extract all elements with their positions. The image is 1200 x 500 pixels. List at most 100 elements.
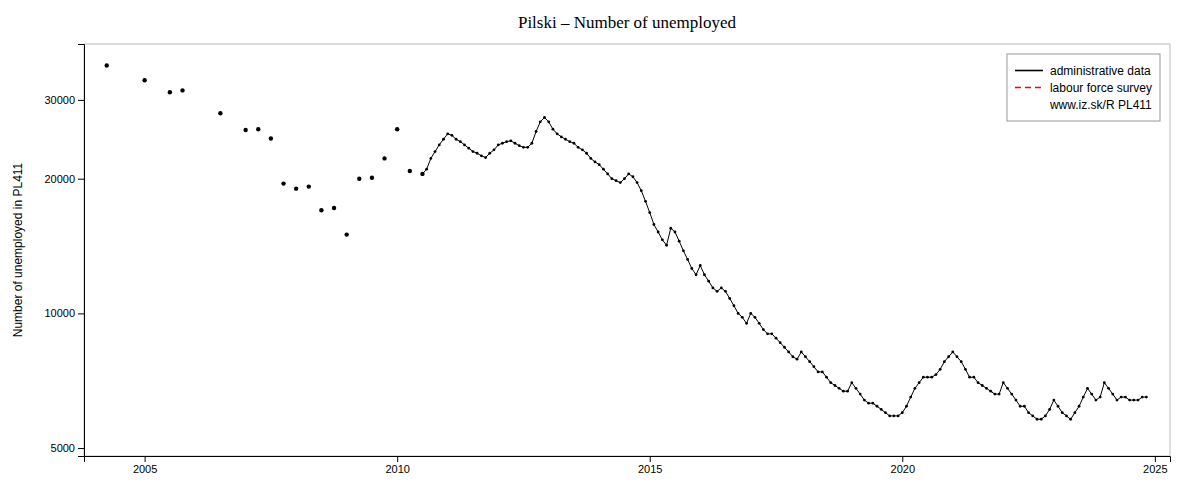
- point: [1019, 405, 1022, 408]
- point: [619, 181, 622, 184]
- point: [168, 90, 172, 94]
- point: [648, 211, 651, 214]
- x-tick: 2005: [133, 456, 157, 475]
- point: [425, 168, 428, 171]
- y-tick-label: 10000: [44, 307, 75, 319]
- point: [332, 206, 336, 210]
- point: [1027, 411, 1030, 414]
- point: [804, 355, 807, 358]
- point: [463, 143, 466, 146]
- y-tick-mark: [78, 313, 84, 314]
- y-tick-mark: [78, 448, 84, 449]
- point: [505, 140, 508, 143]
- x-tick-mark: [902, 456, 903, 462]
- point: [535, 130, 538, 133]
- point: [632, 175, 635, 178]
- point: [821, 370, 824, 373]
- point: [568, 140, 571, 143]
- y-tick-label: 20000: [44, 173, 75, 185]
- point: [1094, 399, 1097, 402]
- point: [956, 355, 959, 358]
- point: [1137, 399, 1140, 402]
- point: [909, 396, 912, 399]
- point: [1141, 396, 1144, 399]
- y-axis: 5000 10000 20000 30000: [44, 45, 84, 457]
- point: [850, 381, 853, 384]
- point: [1078, 405, 1081, 408]
- y-tick: 5000: [51, 442, 84, 454]
- point: [1145, 396, 1148, 399]
- point: [446, 132, 449, 135]
- point: [509, 139, 512, 142]
- legend-label: labour force survey: [1050, 81, 1152, 95]
- y-tick: 30000: [44, 94, 84, 106]
- point: [989, 390, 992, 393]
- point: [800, 351, 803, 354]
- y-tick-mark: [78, 179, 84, 180]
- point: [888, 415, 891, 418]
- x-tick-label: 2010: [385, 463, 409, 475]
- point: [429, 157, 432, 160]
- point: [472, 150, 475, 153]
- y-tick-mark: [78, 100, 84, 101]
- point: [812, 365, 815, 368]
- point: [539, 120, 542, 123]
- x-tick-mark: [145, 456, 146, 462]
- point: [745, 322, 748, 325]
- series-0: [105, 63, 425, 236]
- point: [947, 355, 950, 358]
- point: [669, 227, 672, 230]
- point: [1040, 418, 1043, 421]
- point: [960, 360, 963, 363]
- point: [522, 146, 525, 149]
- point: [543, 116, 546, 119]
- point: [556, 132, 559, 135]
- point: [981, 384, 984, 387]
- x-tick-label: 2015: [638, 463, 662, 475]
- point: [623, 177, 626, 180]
- point: [610, 177, 613, 180]
- point: [1090, 393, 1093, 396]
- point: [560, 135, 563, 138]
- point: [530, 142, 533, 145]
- point: [838, 387, 841, 390]
- legend: administrative datalabour force surveyww…: [1007, 54, 1160, 121]
- point: [968, 376, 971, 379]
- point: [1099, 396, 1102, 399]
- point: [859, 393, 862, 396]
- chart-svg: 200520102015202020255000100002000030000a…: [0, 0, 1200, 500]
- point: [1069, 418, 1072, 421]
- y-tick-label: 30000: [44, 94, 75, 106]
- point: [985, 387, 988, 390]
- x-tick-mark: [1155, 456, 1156, 462]
- plot-frame: [84, 44, 1170, 456]
- chart-container: 200520102015202020255000100002000030000a…: [0, 0, 1200, 500]
- point: [783, 346, 786, 349]
- x-axis: 20052010201520202025: [85, 456, 1171, 475]
- point: [733, 304, 736, 307]
- point: [939, 368, 942, 371]
- point: [1023, 405, 1026, 408]
- point: [880, 408, 883, 411]
- point: [993, 393, 996, 396]
- point: [775, 337, 778, 340]
- point: [1116, 399, 1119, 402]
- point: [1132, 399, 1135, 402]
- point: [307, 184, 311, 188]
- point: [699, 264, 702, 267]
- y-tick-label: 5000: [51, 442, 75, 454]
- point: [674, 231, 677, 234]
- point: [690, 267, 693, 270]
- point: [243, 128, 247, 132]
- point: [972, 376, 975, 379]
- point: [661, 238, 664, 241]
- x-tick: 2020: [891, 456, 915, 475]
- point: [762, 328, 765, 331]
- point: [434, 150, 437, 153]
- point: [564, 138, 567, 141]
- point: [1065, 415, 1068, 418]
- point: [594, 161, 597, 164]
- line: [422, 118, 1146, 420]
- point: [884, 411, 887, 414]
- point: [1082, 396, 1085, 399]
